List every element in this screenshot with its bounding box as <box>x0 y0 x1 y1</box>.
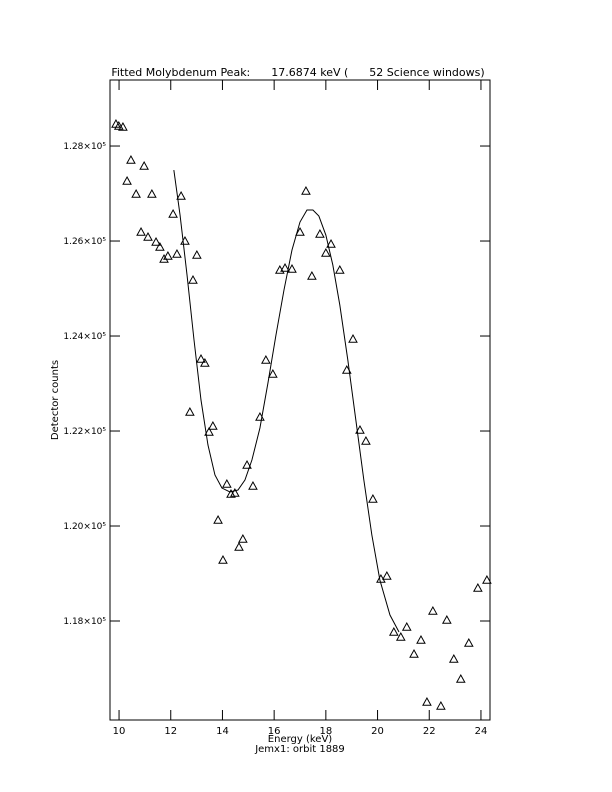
x-tick-label: 24 <box>475 726 488 737</box>
x-axis-label: Energy (keV) <box>268 734 333 745</box>
data-point <box>196 353 206 363</box>
data-point <box>185 406 195 416</box>
data-point <box>139 160 149 170</box>
data-point <box>147 189 157 198</box>
data-point <box>334 265 345 274</box>
data-point <box>234 541 244 551</box>
plot-frame <box>109 79 491 721</box>
data-point <box>180 235 190 245</box>
data-point <box>326 238 336 248</box>
data-point <box>388 627 399 636</box>
data-point <box>295 227 305 236</box>
data-point <box>218 554 228 564</box>
data-point <box>361 436 371 445</box>
y-tick-label: 1.20×10⁵ <box>63 522 106 532</box>
data-point <box>168 209 178 218</box>
data-point <box>473 582 483 592</box>
x-tick-label: 10 <box>113 726 126 737</box>
data-point <box>448 653 459 663</box>
y-axis-label: Detector counts <box>50 360 61 440</box>
x-tick-label: 18 <box>319 726 332 737</box>
x-tick-label: 22 <box>423 726 436 737</box>
data-point <box>416 634 426 644</box>
data-point <box>188 274 198 284</box>
data-point <box>321 248 331 257</box>
y-tick-label: 1.18×10⁵ <box>63 617 106 627</box>
footer: Jemx1: orbit 1889 <box>254 744 345 755</box>
data-point <box>428 605 438 615</box>
data-point <box>242 459 252 469</box>
data-point <box>226 488 236 498</box>
data-point <box>204 426 214 436</box>
data-point <box>200 357 210 367</box>
data-point <box>482 574 492 584</box>
x-tick-label: 20 <box>371 726 384 737</box>
data-point <box>172 249 182 258</box>
data-point <box>463 637 474 647</box>
data-point <box>143 232 153 241</box>
data-point <box>441 614 452 624</box>
data-point <box>126 155 136 164</box>
data-point <box>118 121 128 131</box>
data-point <box>280 262 290 272</box>
data-point <box>122 176 132 185</box>
data-point <box>455 673 466 683</box>
data-point <box>238 533 248 543</box>
data-point <box>348 333 358 343</box>
data-point <box>422 696 432 706</box>
data-point <box>230 487 240 497</box>
data-point <box>287 263 297 273</box>
data-point <box>136 227 146 236</box>
data-point <box>382 571 392 580</box>
data-point <box>355 424 365 434</box>
chart-title: Fitted Molybdenum Peak: 17.6874 keV ( 52… <box>111 66 484 79</box>
data-point <box>208 420 218 430</box>
y-tick-label: 1.26×10⁵ <box>63 237 106 247</box>
data-point <box>301 185 311 195</box>
y-tick-label: 1.24×10⁵ <box>63 332 106 342</box>
data-point <box>113 120 124 130</box>
x-tick-label: 12 <box>164 726 177 737</box>
data-point <box>307 270 317 280</box>
data-point <box>436 700 446 710</box>
y-tick-label: 1.22×10⁵ <box>63 427 106 437</box>
data-point <box>274 265 285 274</box>
data-point <box>163 251 173 260</box>
data-point <box>159 253 169 263</box>
data-point <box>131 189 141 198</box>
data-point <box>261 354 271 364</box>
fit-line <box>173 169 400 633</box>
data-point <box>176 191 186 200</box>
data-point <box>401 621 412 631</box>
data-point <box>409 648 419 658</box>
data-point <box>151 236 161 246</box>
data-point <box>155 241 165 251</box>
data-point <box>248 480 258 490</box>
y-tick-label: 1.28×10⁵ <box>63 142 106 152</box>
data-point <box>315 229 325 238</box>
data-point <box>213 515 223 524</box>
x-tick-label: 14 <box>216 726 229 737</box>
x-tick-label: 16 <box>268 726 281 737</box>
data-point <box>395 631 406 641</box>
data-point <box>192 250 202 259</box>
data-point <box>268 368 278 378</box>
data-point <box>221 478 232 488</box>
data-point <box>368 494 378 503</box>
